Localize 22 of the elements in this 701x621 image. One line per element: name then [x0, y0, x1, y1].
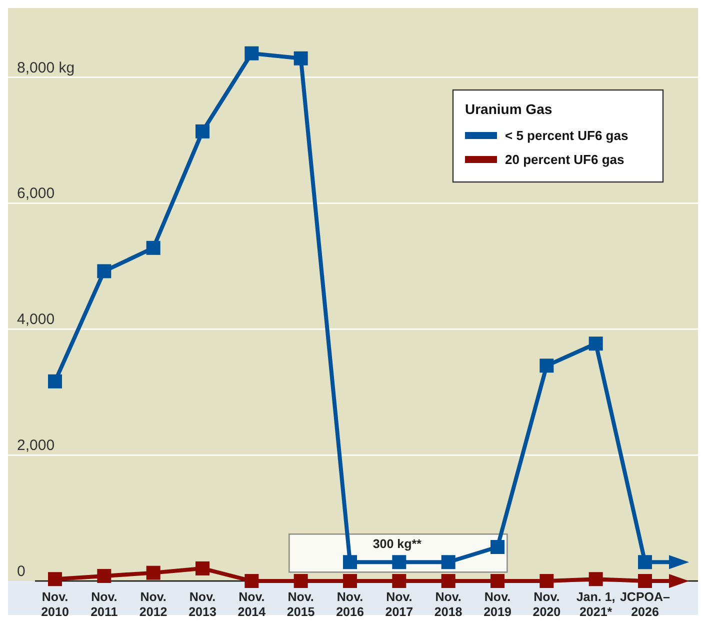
y-tick-label: 6,000: [17, 185, 55, 202]
x-tick-label: Nov. 2016: [336, 590, 364, 619]
x-tick-label: Nov. 2015: [286, 590, 315, 619]
x-tick-label: Nov. 2013: [188, 590, 216, 619]
annotation: 300 kg**: [372, 537, 422, 552]
y-tick-label: 2,000: [17, 437, 55, 454]
x-tick-label: Nov. 2014: [238, 590, 266, 619]
x-tick-label: Jan. 1, 2021*: [576, 590, 616, 619]
y-tick-label: 0: [17, 563, 26, 580]
x-tick-label: Nov. 2018: [434, 590, 462, 619]
x-tick-label: Nov. 2020: [532, 590, 561, 619]
x-tick-label: Nov. 2010: [41, 590, 69, 619]
x-tick-label: Nov. 2012: [139, 590, 168, 619]
x-tick-label: JCPOA–2026: [620, 590, 670, 619]
x-tick-label: Nov. 2017: [385, 590, 414, 619]
x-tick-label: Nov. 2011: [90, 590, 118, 619]
y-tick-label: 8,000 kg: [17, 59, 75, 76]
legend-label: < 5 percent UF6 gas: [505, 128, 628, 143]
legend-label: 20 percent UF6 gas: [505, 152, 624, 167]
x-tick-label: Nov. 2019: [484, 590, 512, 619]
y-tick-label: 4,000: [17, 311, 55, 328]
legend-title: Uranium Gas: [465, 101, 552, 117]
